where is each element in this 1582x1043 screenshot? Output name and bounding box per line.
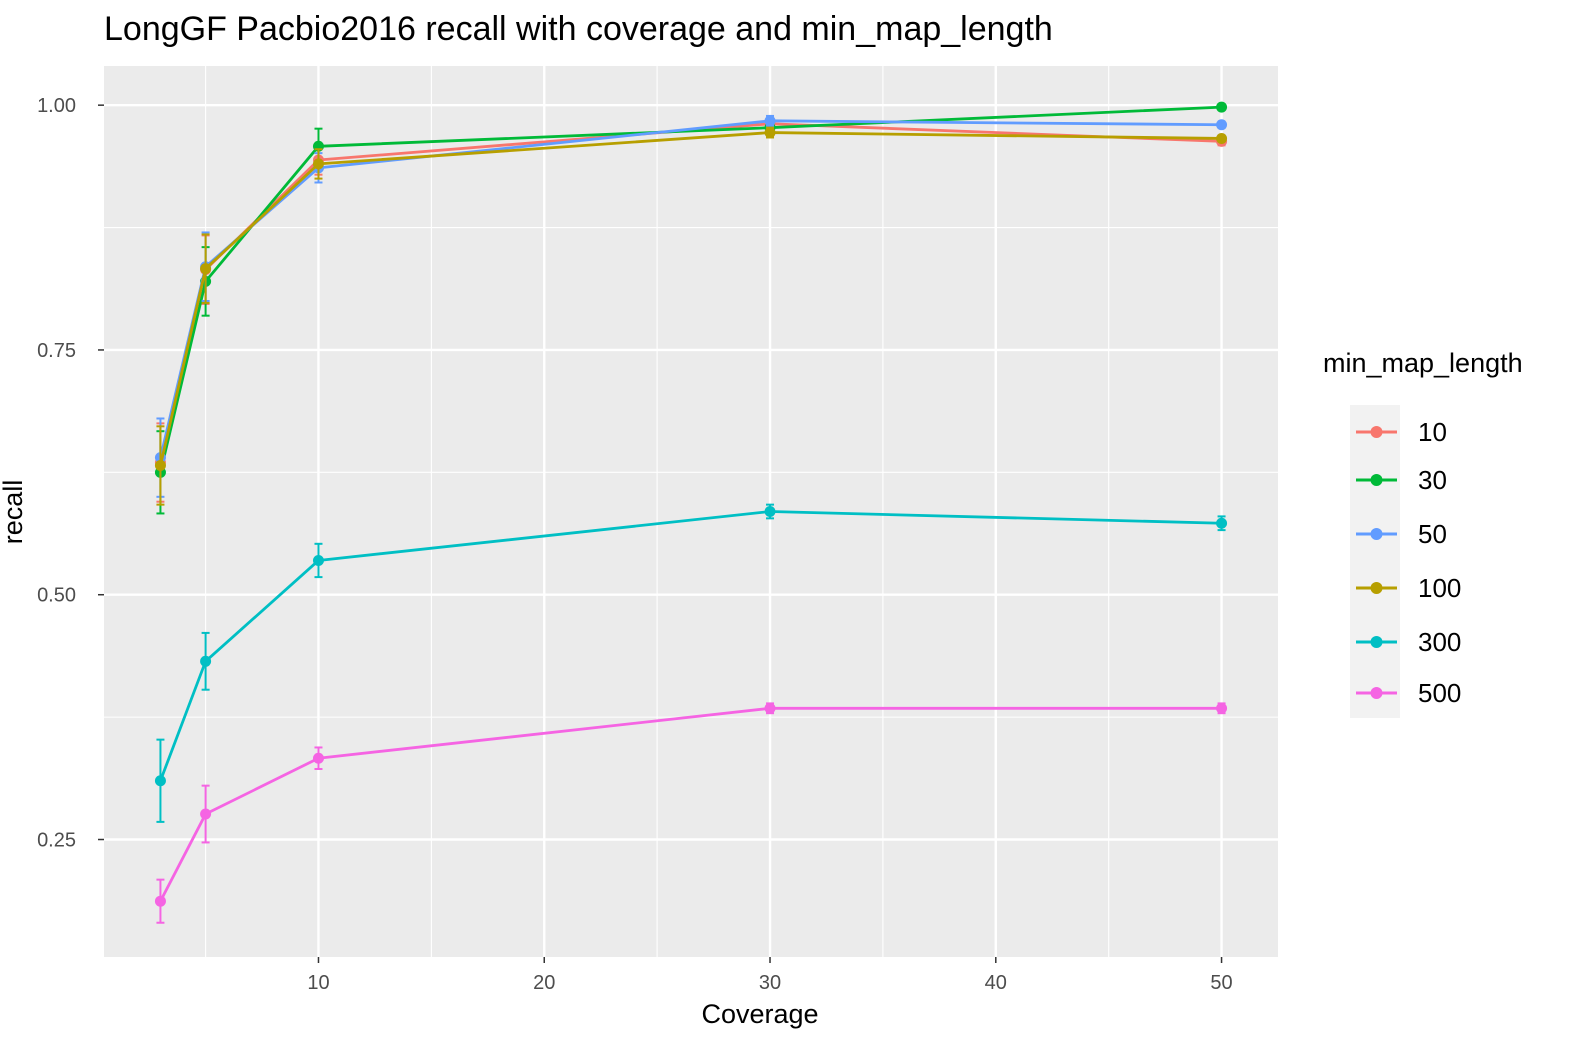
data-point [200,655,212,667]
legend-key-point [1370,687,1383,699]
data-point [764,702,776,714]
series-300 [154,503,1228,823]
legend-item-500: 500 [1356,678,1461,708]
x-tick-label: 30 [759,972,781,994]
x-axis: 10 20 30 40 50 [307,957,1233,994]
series-500 [154,702,1228,924]
legend-key-point [1370,474,1383,486]
legend-item-30: 30 [1356,465,1447,495]
x-tick-label: 50 [1210,972,1232,994]
series-layer [154,101,1228,924]
x-axis-title: Coverage [701,999,818,1029]
legend-key-point [1370,528,1383,540]
y-tick-label: 0.75 [37,340,76,362]
legend-title: min_map_length [1323,348,1523,378]
data-point [200,263,212,275]
series-100 [154,126,1228,506]
data-point [1216,119,1228,131]
data-point [1216,702,1228,714]
data-point [154,459,166,471]
legend-key-point [1370,426,1383,438]
legend-item-100: 100 [1356,573,1461,603]
y-tick-label: 1.00 [37,95,76,117]
legend-key-background [1350,405,1400,718]
legend-label: 300 [1418,627,1461,657]
data-point [1216,101,1228,113]
legend-label: 10 [1418,417,1447,447]
legend-item-10: 10 [1356,417,1447,447]
y-tick-label: 0.25 [37,830,76,852]
data-point [1216,132,1228,144]
x-tick-label: 10 [307,972,329,994]
x-tick-label: 20 [533,972,555,994]
data-point [764,506,776,517]
plot-background [104,66,1278,957]
chart-title: LongGF Pacbio2016 recall with coverage a… [104,10,1053,48]
y-tick-label: 0.50 [37,585,76,607]
legend: min_map_length 10 30 50 100 300 500 [1323,348,1523,718]
data-point [1216,517,1228,529]
data-point [764,115,776,127]
data-point [312,158,324,170]
y-axis-title: recall [0,480,28,545]
legend-label: 500 [1418,678,1461,708]
legend-item-50: 50 [1356,519,1447,549]
legend-key-point [1370,582,1383,594]
data-point [312,752,324,764]
data-point [154,895,166,907]
y-axis: 0.25 0.50 0.75 1.00 [37,95,104,852]
data-point [200,808,212,820]
legend-item-300: 300 [1356,627,1461,657]
legend-label: 30 [1418,465,1447,495]
legend-label: 100 [1418,573,1461,603]
x-tick-label: 40 [985,972,1007,994]
legend-label: 50 [1418,519,1447,549]
data-point [154,775,166,787]
legend-key-point [1370,636,1383,648]
data-point [312,554,324,566]
data-point [764,127,776,139]
